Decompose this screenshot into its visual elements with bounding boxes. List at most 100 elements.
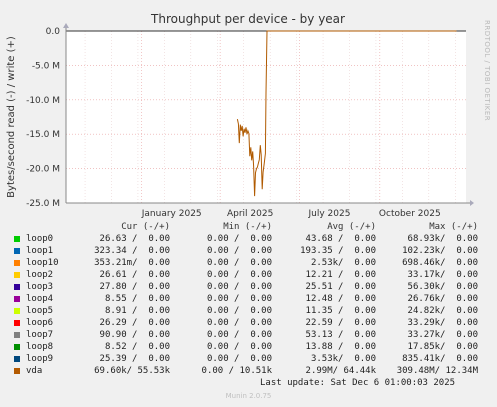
legend-row: loop5 8.91 / 0.00 0.00 / 0.00 11.35 / 0.00 2… — [0, 305, 497, 317]
munin-version: Munin 2.0.75 — [225, 392, 272, 400]
value-max: 102.23k/ 0.00 — [402, 246, 478, 256]
legend-row: loop10 353.21m/ 0.00 0.00 / 0.00 2.53k/ 0.0… — [0, 257, 497, 269]
value-min: 0.00 / 0.00 — [206, 282, 272, 292]
legend-row: loop1 323.34 / 0.00 0.00 / 0.00 193.35 / 0.… — [0, 245, 497, 257]
header-cur: Cur (-/+) — [121, 222, 170, 232]
series-swatch-icon — [14, 296, 20, 302]
value-cur: 26.29 / 0.00 — [99, 318, 170, 328]
series-name: loop8 — [26, 342, 54, 352]
value-avg: 2.99M/ 64.44k — [305, 366, 376, 376]
x-tick-label: January 2025 — [141, 209, 202, 219]
value-avg: 25.51 / 0.00 — [305, 282, 376, 292]
value-avg: 12.48 / 0.00 — [305, 294, 376, 304]
value-cur: 8.52 / 0.00 — [104, 342, 170, 352]
value-avg: 22.59 / 0.00 — [305, 318, 376, 328]
y-axis-label: Bytes/second read (-) / write (+) — [6, 36, 17, 198]
series-lines — [66, 30, 466, 197]
x-tick-label: July 2025 — [308, 209, 351, 219]
value-min: 0.00 / 0.00 — [206, 330, 272, 340]
y-tick-label: -20.0 M — [26, 165, 60, 175]
y-ticks: 0.0 -5.0 M -10.0 M -15.0 M -20.0 M -25.0 M — [26, 27, 60, 209]
value-max: 17.85k/ 0.00 — [407, 342, 478, 352]
legend-row: loop4 8.55 / 0.00 0.00 / 0.00 12.48 / 0.00 2… — [0, 293, 497, 305]
series-swatch-icon — [14, 260, 20, 266]
series-name: vda — [26, 366, 43, 376]
value-min: 0.00 / 0.00 — [206, 270, 272, 280]
value-min: 0.00 / 0.00 — [206, 246, 272, 256]
x-tick-label: April 2025 — [227, 209, 273, 219]
value-cur: 353.21m/ 0.00 — [94, 258, 170, 268]
value-min: 0.00 / 0.00 — [206, 318, 272, 328]
series-swatch-icon — [14, 284, 20, 290]
series-name: loop9 — [26, 354, 54, 364]
value-max: 33.17k/ 0.00 — [407, 270, 478, 280]
legend-header: Cur (-/+) Min (-/+) Avg (-/+) Max (-/+) — [0, 221, 497, 233]
value-min: 0.00 / 0.00 — [206, 234, 272, 244]
series-swatch-icon — [14, 320, 20, 326]
series-swatch-icon — [14, 248, 20, 254]
value-min: 0.00 / 0.00 — [206, 258, 272, 268]
series-name: loop6 — [26, 318, 54, 328]
header-min: Min (-/+) — [223, 222, 272, 232]
series-name: loop1 — [26, 246, 54, 256]
legend-row: loop9 25.39 / 0.00 0.00 / 0.00 3.53k/ 0.00 8… — [0, 353, 497, 365]
value-avg: 2.53k/ 0.00 — [310, 258, 376, 268]
series-name: loop7 — [26, 330, 54, 340]
header-max: Max (-/+) — [429, 222, 478, 232]
value-avg: 13.88 / 0.00 — [305, 342, 376, 352]
y-tick-label: -5.0 M — [32, 61, 60, 71]
legend-row: vda 69.60k/ 55.53k 0.00 / 10.51k 2.99M/ 64.… — [0, 365, 497, 377]
chart-title: Throughput per device - by year — [150, 12, 345, 26]
y-tick-label: -15.0 M — [26, 130, 60, 140]
value-min: 0.00 / 0.00 — [206, 306, 272, 316]
legend-row: loop8 8.52 / 0.00 0.00 / 0.00 13.88 / 0.00 1… — [0, 341, 497, 353]
value-min: 0.00 / 0.00 — [206, 354, 272, 364]
value-max: 56.30k/ 0.00 — [407, 282, 478, 292]
value-max: 33.29k/ 0.00 — [407, 318, 478, 328]
value-max: 33.27k/ 0.00 — [407, 330, 478, 340]
series-name: loop3 — [26, 282, 54, 292]
value-avg: 11.35 / 0.00 — [305, 306, 376, 316]
legend-table: Cur (-/+) Min (-/+) Avg (-/+) Max (-/+) … — [0, 221, 497, 377]
series-swatch-icon — [14, 356, 20, 362]
value-avg: 12.21 / 0.00 — [305, 270, 376, 280]
series-line-vda — [236, 30, 457, 197]
value-max: 309.48M/ 12.34M — [396, 366, 478, 376]
x-axis-arrow-icon — [470, 200, 474, 206]
series-name: loop0 — [26, 234, 54, 244]
value-cur: 25.39 / 0.00 — [99, 354, 170, 364]
y-tick-label: 0.0 — [46, 27, 61, 37]
header-avg: Avg (-/+) — [327, 222, 376, 232]
last-update: Last update: Sat Dec 6 01:00:03 2025 — [260, 378, 456, 388]
y-tick-label: -10.0 M — [26, 96, 60, 106]
value-cur: 26.63 / 0.00 — [99, 234, 170, 244]
value-cur: 8.55 / 0.00 — [104, 294, 170, 304]
throughput-chart: Throughput per device - by year Bytes/se… — [6, 12, 491, 219]
value-min: 0.00 / 10.51k — [201, 366, 272, 376]
value-cur: 26.61 / 0.00 — [99, 270, 170, 280]
series-swatch-icon — [14, 344, 20, 350]
value-max: 68.93k/ 0.00 — [407, 234, 478, 244]
series-name: loop5 — [26, 306, 54, 316]
legend-row: loop7 90.90 / 0.00 0.00 / 0.00 53.13 / 0.00… — [0, 329, 497, 341]
value-max: 835.41k/ 0.00 — [402, 354, 478, 364]
value-avg: 193.35 / 0.00 — [300, 246, 376, 256]
y-axis-arrow-icon — [63, 23, 69, 28]
value-cur: 90.90 / 0.00 — [99, 330, 170, 340]
value-cur: 27.80 / 0.00 — [99, 282, 170, 292]
series-swatch-icon — [14, 332, 20, 338]
y-tick-label: -25.0 M — [26, 199, 60, 209]
series-name: loop2 — [26, 270, 54, 280]
value-min: 0.00 / 0.00 — [206, 342, 272, 352]
x-tick-label: October 2025 — [379, 209, 441, 219]
rrdtool-credit: RRDTOOL / TOBI OETIKER — [483, 20, 491, 121]
series-swatch-icon — [14, 236, 20, 242]
series-swatch-icon — [14, 308, 20, 314]
value-cur: 69.60k/ 55.53k — [94, 366, 170, 376]
value-cur: 323.34 / 0.00 — [94, 246, 170, 256]
legend-row: loop0 26.63 / 0.00 0.00 / 0.00 43.68 / 0.00… — [0, 233, 497, 245]
legend-row: loop3 27.80 / 0.00 0.00 / 0.00 25.51 / 0.00… — [0, 281, 497, 293]
value-avg: 3.53k/ 0.00 — [310, 354, 376, 364]
series-swatch-icon — [14, 368, 20, 374]
value-avg: 43.68 / 0.00 — [305, 234, 376, 244]
